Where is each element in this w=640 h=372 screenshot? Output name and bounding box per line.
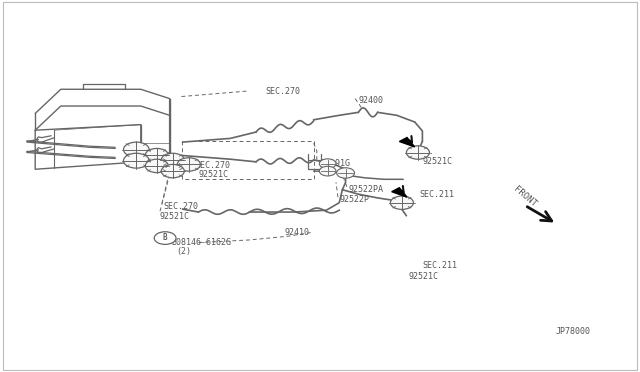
Text: 92521C: 92521C [198,170,228,179]
Circle shape [145,148,168,162]
Text: FRONT: FRONT [511,185,538,209]
Text: SEC.211: SEC.211 [419,190,454,199]
Circle shape [124,142,149,157]
Text: SEC.270: SEC.270 [163,202,198,211]
Polygon shape [392,188,407,197]
Circle shape [161,164,184,178]
Text: 92521C: 92521C [422,157,452,166]
Circle shape [390,196,413,209]
Circle shape [177,158,200,171]
Text: 92521C: 92521C [408,272,438,280]
Circle shape [161,153,184,167]
Text: 92522PA: 92522PA [349,185,384,194]
Text: 92400: 92400 [358,96,383,105]
Circle shape [319,159,336,169]
Text: (2): (2) [176,247,191,256]
Text: SEC.211: SEC.211 [422,262,458,270]
Text: B08146-6162G: B08146-6162G [172,238,232,247]
Text: SEC.270: SEC.270 [195,161,230,170]
Text: B: B [163,233,168,242]
Circle shape [154,232,176,244]
Circle shape [145,159,168,173]
Text: JP78000: JP78000 [556,327,590,336]
Text: 27191G: 27191G [320,159,350,168]
Text: 92410: 92410 [285,228,310,237]
Circle shape [124,153,149,168]
Polygon shape [399,138,415,147]
Text: SEC.270: SEC.270 [266,87,301,96]
Circle shape [319,166,336,176]
Circle shape [337,168,355,178]
Text: 92522P: 92522P [339,195,369,204]
Circle shape [406,146,429,159]
Text: 92521C: 92521C [160,212,190,221]
